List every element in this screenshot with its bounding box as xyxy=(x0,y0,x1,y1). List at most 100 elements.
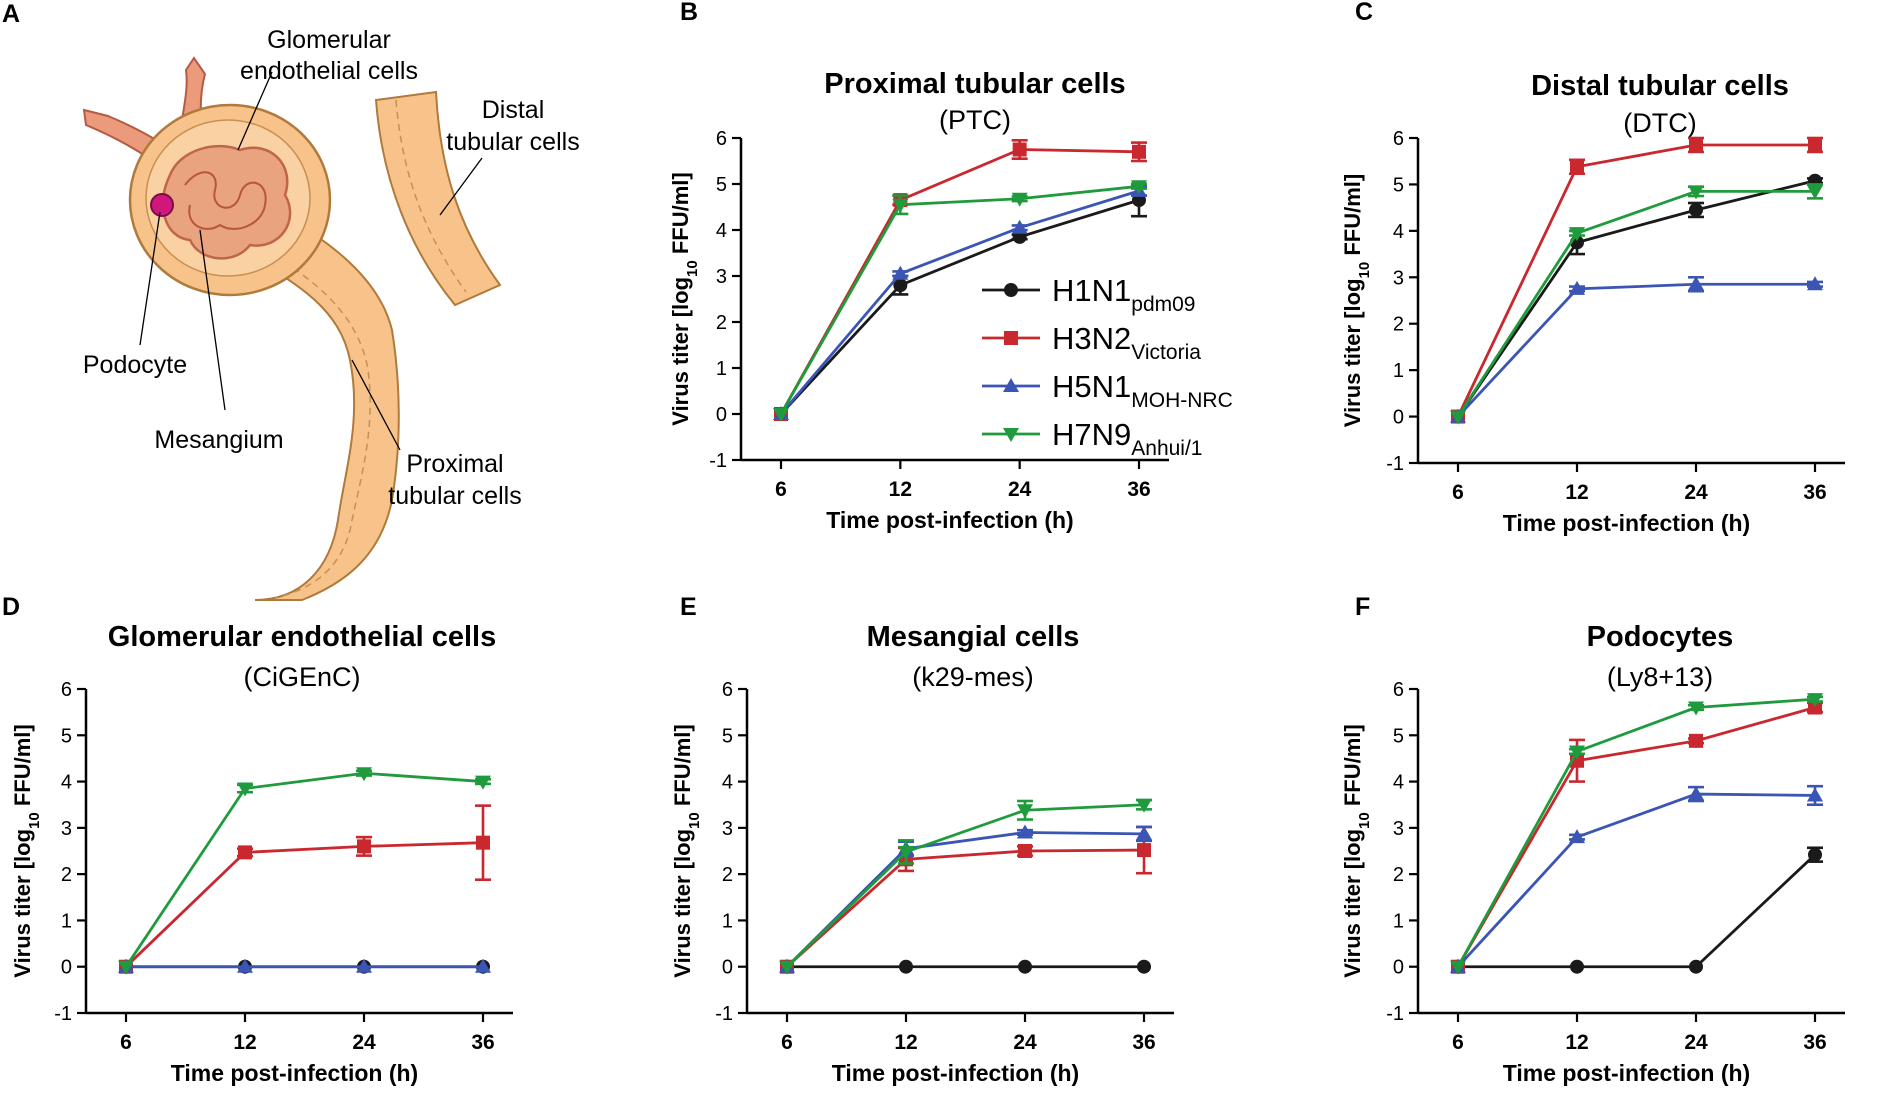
series-h7n9 xyxy=(1450,693,1823,975)
marker-point xyxy=(892,265,909,280)
series-line xyxy=(1456,697,1816,968)
series-h7n9 xyxy=(779,798,1152,975)
marker-point xyxy=(892,198,909,213)
marker-point xyxy=(1688,786,1704,801)
series-h3n2 xyxy=(780,825,1152,974)
y-tick-label: 6 xyxy=(1393,679,1404,701)
marker-point xyxy=(1017,824,1033,839)
x-tick-label: 6 xyxy=(1452,481,1464,504)
marker-point xyxy=(1689,137,1703,152)
chart-title: Glomerular endothelial cells xyxy=(108,621,496,653)
y-tick-label: 6 xyxy=(722,679,733,701)
marker-point xyxy=(1688,185,1704,200)
y-tick-label: 1 xyxy=(1393,910,1404,932)
marker-point xyxy=(1808,847,1822,862)
marker-point xyxy=(118,960,134,975)
series-line xyxy=(1456,282,1815,418)
series-line xyxy=(1456,143,1815,418)
marker-point xyxy=(1688,701,1704,716)
y-tick-label: 3 xyxy=(1393,818,1404,840)
legend-entry-h5n1: H5N1MOH-NRC xyxy=(982,369,1233,412)
marker-point xyxy=(1807,276,1823,291)
series-line xyxy=(779,189,1140,415)
series-line xyxy=(1458,853,1816,969)
y-tick-label: 1 xyxy=(1393,360,1404,382)
series-line xyxy=(786,848,1145,968)
legend-label: H3N2Victoria xyxy=(1052,321,1201,364)
marker-point xyxy=(1689,959,1703,974)
chart-title: Proximal tubular cells xyxy=(824,68,1125,100)
series-h5n1 xyxy=(779,824,1152,973)
y-tick-label: 2 xyxy=(61,864,72,886)
capillary-loops xyxy=(184,171,267,230)
marker-point xyxy=(1003,378,1019,392)
legend-entry-h3n2: H3N2Victoria xyxy=(982,321,1201,364)
y-tick-label: 1 xyxy=(722,910,733,932)
y-tick-label: 5 xyxy=(716,174,727,196)
marker-point xyxy=(1018,844,1032,858)
y-tick-label: 1 xyxy=(61,910,72,932)
marker-point xyxy=(1003,428,1019,442)
chart-subtitle: (CiGEnC) xyxy=(243,662,360,692)
label-distal-1: Distal xyxy=(482,96,545,124)
panel-label: C xyxy=(1355,0,1373,26)
chart-title: Distal tubular cells xyxy=(1531,70,1789,102)
capillary-tuft-shape xyxy=(161,145,292,260)
chart-subtitle: (PTC) xyxy=(939,105,1011,135)
x-tick-label: 24 xyxy=(1013,1031,1037,1054)
y-tick-label: 3 xyxy=(722,818,733,840)
series-h1n1 xyxy=(1451,846,1823,974)
marker-point xyxy=(1136,825,1152,840)
distal-tubule-shape xyxy=(374,90,502,307)
marker-point xyxy=(1450,410,1466,425)
series-line xyxy=(779,198,1140,415)
y-tick-label: -1 xyxy=(709,450,727,472)
series-line xyxy=(786,831,1145,968)
marker-point xyxy=(773,408,789,422)
series-line xyxy=(1456,189,1815,418)
marker-point xyxy=(1807,787,1823,802)
y-tick-label: 4 xyxy=(722,772,733,794)
label-podocyte: Podocyte xyxy=(83,351,187,379)
y-tick-label: 4 xyxy=(716,220,727,242)
marker-point xyxy=(475,958,491,973)
series-line xyxy=(124,771,484,968)
series-line xyxy=(1456,706,1816,968)
y-tick-label: 3 xyxy=(61,818,72,840)
panel-label: D xyxy=(2,593,20,621)
nephron-diagram: A Glomerular endothelial cells Distal tu… xyxy=(2,0,580,601)
y-tick-label: 6 xyxy=(716,128,727,150)
x-axis-label: Time post-infection (h) xyxy=(1503,1060,1750,1086)
series-line xyxy=(125,841,484,968)
marker-point xyxy=(1570,159,1584,174)
y-tick-label: 0 xyxy=(1393,957,1404,979)
marker-point xyxy=(1569,227,1585,242)
y-tick-label: 0 xyxy=(1393,407,1404,429)
y-tick-label: 2 xyxy=(722,864,733,886)
y-tick-label: 2 xyxy=(716,312,727,334)
marker-point xyxy=(1131,180,1147,195)
label-mesangium: Mesangium xyxy=(154,426,283,454)
y-tick-label: 6 xyxy=(1393,128,1404,150)
panel-label: E xyxy=(680,593,697,621)
marker-point xyxy=(1017,804,1033,819)
leader-line xyxy=(351,359,401,451)
legend-entry-h1n1: H1N1pdm09 xyxy=(982,273,1195,316)
x-tick-label: 6 xyxy=(775,478,787,501)
proximal-tubule-shape xyxy=(246,213,400,601)
y-tick-label: 0 xyxy=(61,957,72,979)
leader-line xyxy=(439,157,483,216)
y-tick-label: 6 xyxy=(61,679,72,701)
y-tick-label: 5 xyxy=(61,725,72,747)
x-tick-label: 12 xyxy=(1565,1031,1588,1054)
x-tick-label: 24 xyxy=(1684,1031,1708,1054)
marker-point xyxy=(1137,959,1151,974)
marker-point xyxy=(1004,283,1018,297)
legend-entry-h7n9: H7N9Anhui/1 xyxy=(982,417,1203,460)
marker-point xyxy=(1132,144,1146,159)
legend-label: H1N1pdm09 xyxy=(1052,273,1195,316)
